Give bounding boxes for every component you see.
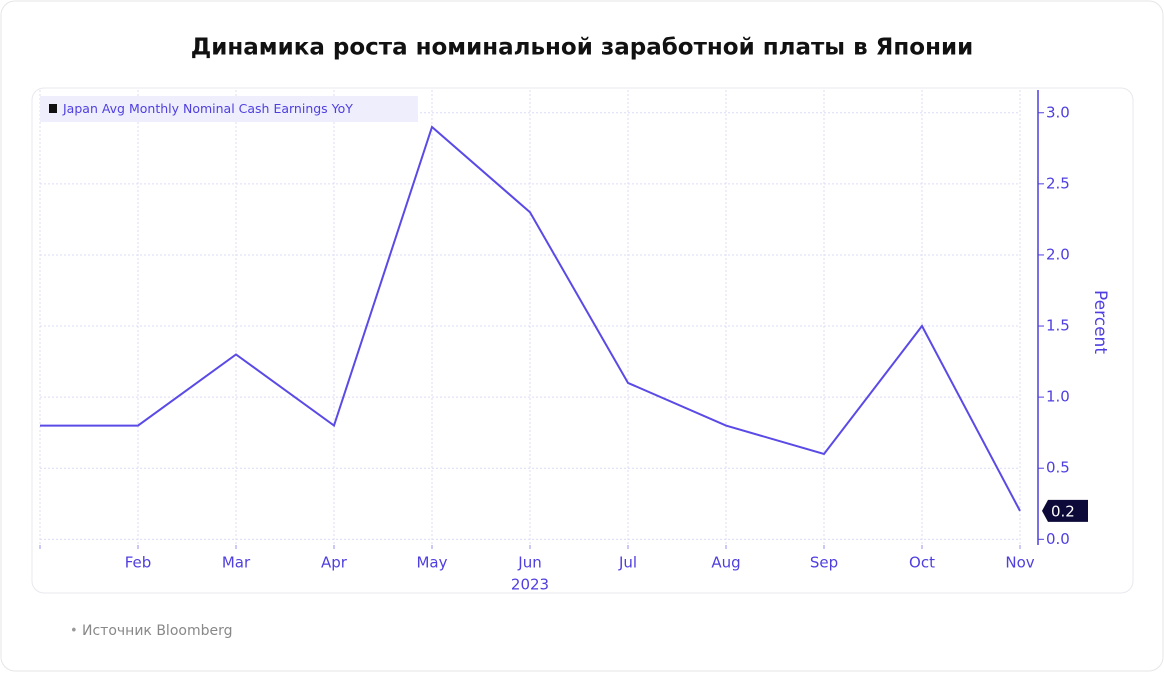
- x-tick-label: Jul: [618, 554, 637, 572]
- x-tick-label: Jun: [517, 554, 541, 572]
- y-tick-label: 0.0: [1046, 530, 1070, 548]
- x-tick-label: Nov: [1005, 554, 1034, 572]
- legend-label: Japan Avg Monthly Nominal Cash Earnings …: [62, 101, 353, 116]
- x-tick-label: Aug: [711, 554, 740, 572]
- plot-frame: [31, 87, 1134, 594]
- x-tick-label: Apr: [321, 554, 348, 572]
- y-tick-label: 0.5: [1046, 459, 1070, 477]
- x-tick-label: Feb: [125, 554, 152, 572]
- bullet: •: [70, 624, 78, 639]
- x-axis-label: 2023: [511, 576, 549, 594]
- y-tick-label: 1.0: [1046, 388, 1070, 406]
- y-tick-label: 2.0: [1046, 245, 1070, 263]
- last-value-tag: [1042, 499, 1088, 522]
- source: Источник Bloomberg: [82, 623, 232, 639]
- x-tick-label: May: [416, 554, 447, 572]
- x-tick-label: Mar: [222, 554, 251, 572]
- chart-title: Динамика роста номинальной заработной пл…: [191, 35, 973, 61]
- y-tick-label: 3.0: [1046, 103, 1070, 121]
- legend-swatch: [49, 104, 57, 113]
- x-tick-label: Sep: [810, 554, 838, 572]
- last-value-label: 0.2: [1051, 502, 1075, 520]
- x-tick-label: Oct: [909, 554, 935, 572]
- y-tick-label: 1.5: [1046, 317, 1070, 335]
- y-axis-label: Percent: [1090, 290, 1110, 354]
- y-tick-label: 2.5: [1046, 174, 1070, 192]
- legend-box: [40, 96, 418, 122]
- series-line: [40, 125, 1021, 512]
